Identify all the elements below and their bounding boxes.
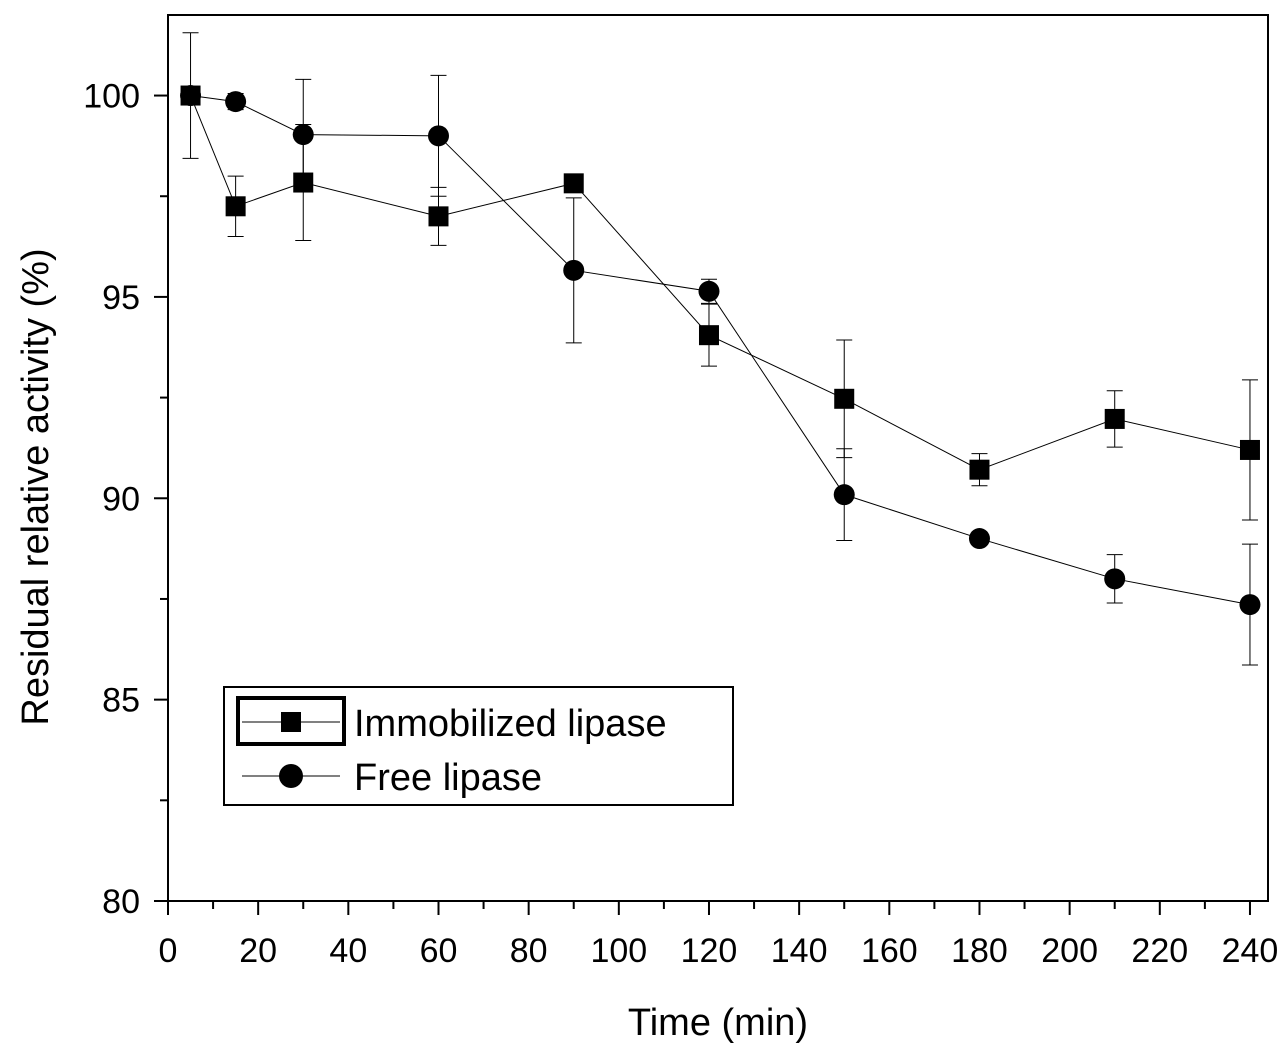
legend-selection-highlight bbox=[236, 696, 346, 746]
data-point-circle bbox=[1239, 594, 1261, 616]
data-point-circle bbox=[968, 528, 990, 550]
y-tick-label: 85 bbox=[102, 682, 140, 720]
legend-circle-marker bbox=[279, 764, 303, 788]
series-free-lipase bbox=[180, 74, 1261, 666]
x-tick-label: 40 bbox=[329, 932, 367, 970]
series-line bbox=[190, 95, 1251, 471]
x-tick-label: 20 bbox=[239, 932, 277, 970]
data-point-square bbox=[1239, 439, 1260, 460]
x-axis-label: Time (min) bbox=[628, 1002, 808, 1044]
y-tick-label: 100 bbox=[83, 78, 140, 116]
series-immobilized-lipase bbox=[180, 32, 1260, 521]
data-point-circle bbox=[698, 280, 720, 302]
x-tick-label: 180 bbox=[951, 932, 1008, 970]
data-point-square bbox=[969, 459, 990, 480]
data-point-circle bbox=[833, 484, 855, 506]
series-line bbox=[190, 95, 1251, 606]
data-point-square bbox=[563, 173, 584, 194]
data-point-circle bbox=[427, 125, 449, 147]
x-tick-label: 100 bbox=[590, 932, 647, 970]
data-point-square bbox=[1104, 408, 1125, 429]
x-tick-label: 120 bbox=[681, 932, 738, 970]
legend-label-immobilized: Immobilized lipase bbox=[354, 703, 667, 745]
data-point-square bbox=[225, 196, 246, 217]
y-axis-label: Residual relative activity (%) bbox=[15, 248, 57, 725]
legend-square-marker bbox=[281, 712, 301, 732]
y-tick-label: 90 bbox=[102, 480, 140, 518]
x-tick-label: 160 bbox=[861, 932, 918, 970]
data-point-square bbox=[834, 388, 855, 409]
x-tick-label: 0 bbox=[159, 932, 178, 970]
plot-frame bbox=[167, 14, 1269, 902]
x-tick-label: 60 bbox=[420, 932, 458, 970]
x-tick-label: 80 bbox=[510, 932, 548, 970]
y-tick-label: 80 bbox=[102, 883, 140, 921]
legend: Immobilized lipase Free lipase bbox=[223, 686, 734, 806]
data-point-circle bbox=[180, 85, 202, 107]
data-point-circle bbox=[563, 259, 585, 281]
x-tick-label: 220 bbox=[1131, 932, 1188, 970]
x-tick-label: 140 bbox=[771, 932, 828, 970]
y-tick-label: 95 bbox=[102, 279, 140, 317]
data-point-square bbox=[428, 206, 449, 227]
data-point-circle bbox=[1104, 568, 1126, 590]
x-tick-label: 200 bbox=[1041, 932, 1098, 970]
x-tick-label: 240 bbox=[1222, 932, 1279, 970]
legend-label-free: Free lipase bbox=[354, 757, 542, 799]
data-point-square bbox=[698, 325, 719, 346]
data-point-circle bbox=[225, 91, 247, 113]
data-point-circle bbox=[292, 124, 314, 146]
